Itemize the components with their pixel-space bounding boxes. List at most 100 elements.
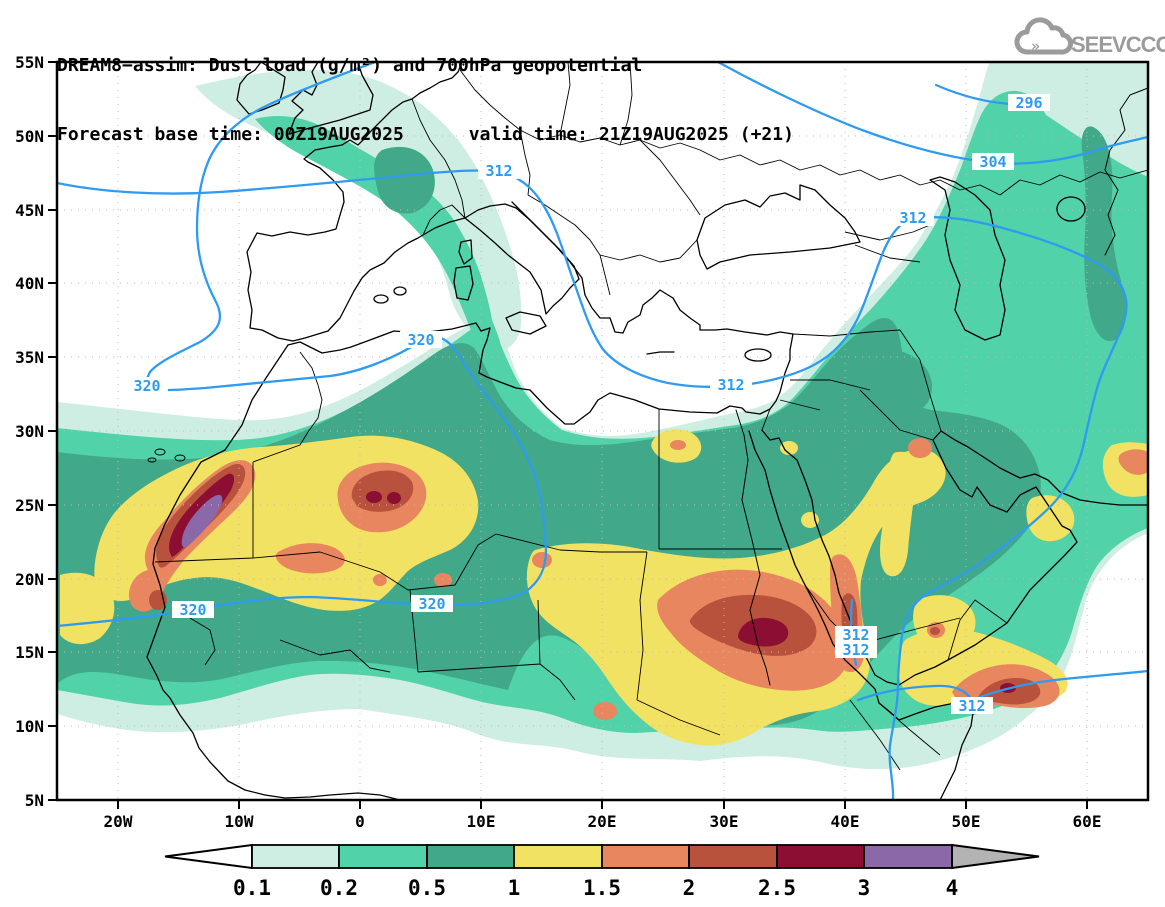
colorbar-tick-label: 1	[508, 876, 521, 900]
colorbar-tick-label: 2	[683, 876, 696, 900]
colorbar-segment	[338, 844, 428, 869]
colorbar-segment	[513, 844, 603, 869]
contour-label: 312	[835, 641, 877, 659]
lat-tick-label: 40N	[15, 274, 44, 293]
dust-layer-3	[181, 494, 223, 548]
lat-tick-label: 45N	[15, 201, 44, 220]
contour-labels: 296 304 312 312 312 320 320 320 320 312 …	[126, 94, 1050, 715]
lat-tick-label: 5N	[25, 791, 44, 810]
svg-text:320: 320	[407, 331, 434, 349]
lat-tick-label: 30N	[15, 422, 44, 441]
contour-label: 312	[892, 209, 934, 227]
chart-titles: DREAM8−assim: Dust load (g/m²) and 700hP…	[57, 8, 794, 192]
dust-region	[181, 494, 223, 548]
svg-text:320: 320	[133, 377, 160, 395]
lat-tick-label: 50N	[15, 127, 44, 146]
logo-text: SEEVCCC	[1071, 32, 1165, 57]
contour-label: 304	[972, 153, 1014, 171]
lat-tick-label: 15N	[15, 643, 44, 662]
lon-tick-label: 40E	[831, 812, 860, 831]
svg-text:296: 296	[1015, 94, 1042, 112]
colorbar-tick-label: 2.5	[758, 876, 796, 900]
country-borders	[147, 62, 1148, 771]
colorbar-segment	[688, 844, 778, 869]
svg-text:312: 312	[842, 641, 869, 659]
seevccc-logo: » SEEVCCC	[1014, 17, 1165, 57]
colorbar-segment	[426, 844, 515, 869]
dust-region	[930, 627, 940, 635]
svg-text:320: 320	[179, 601, 206, 619]
dust-region	[780, 441, 798, 455]
colorbar-tick-label: 0.2	[320, 876, 358, 900]
svg-text:312: 312	[842, 626, 869, 644]
dust-region	[880, 451, 917, 577]
dust-region	[1118, 449, 1148, 475]
contour-label: 312	[835, 626, 877, 644]
colorbar-tick-label: 0.5	[408, 876, 446, 900]
contour-label: 296	[1008, 94, 1050, 112]
contour-label: 320	[172, 601, 214, 619]
lon-tick-label: 10E	[467, 812, 496, 831]
lon-tick-label: 20E	[588, 812, 617, 831]
lat-tick-label: 25N	[15, 496, 44, 515]
contour-label: 320	[411, 595, 453, 613]
svg-text:312: 312	[485, 162, 512, 180]
dust-region	[149, 590, 167, 610]
contour-label: 312	[951, 697, 993, 715]
lon-tick-label: 30E	[710, 812, 739, 831]
colorbar-segment	[776, 844, 865, 869]
svg-text:312: 312	[899, 209, 926, 227]
dust-region	[1026, 495, 1075, 542]
contour-label: 312	[478, 162, 520, 180]
svg-text:304: 304	[979, 153, 1006, 171]
contour-320	[57, 62, 548, 628]
lon-tick-label: 10W	[225, 812, 254, 831]
colorbar-labels: 0.1 0.2 0.5 1 1.5 2 2.5 3 4	[233, 876, 958, 900]
colorbar-tick-label: 0.1	[233, 876, 271, 900]
svg-text:312: 312	[958, 697, 985, 715]
lat-tick-label: 10N	[15, 717, 44, 736]
dust-region	[374, 146, 435, 214]
dust-region	[908, 438, 932, 458]
colorbar-tick-label: 1.5	[583, 876, 621, 900]
dust-region	[852, 348, 933, 417]
lon-tick-label: 0	[355, 812, 365, 831]
colorbar-segment	[863, 844, 953, 869]
dust-region	[195, 69, 522, 354]
contour-label: 312	[710, 376, 752, 394]
colorbar: 0.1 0.2 0.5 1 1.5 2 2.5 3 4	[164, 843, 1040, 900]
contour-296	[934, 83, 1014, 106]
dust-region	[60, 572, 115, 645]
dust-region	[1081, 126, 1127, 342]
coastlines	[146, 62, 1148, 800]
lat-tick-label: 20N	[15, 570, 44, 589]
dust-region	[366, 491, 382, 503]
colorbar-segment	[251, 844, 340, 869]
svg-text:312: 312	[717, 376, 744, 394]
colorbar-tick-label: 3	[858, 876, 871, 900]
lon-tick-label: 20W	[104, 812, 133, 831]
lon-tick-label: 60E	[1073, 812, 1102, 831]
dust-region	[387, 492, 401, 504]
dust-region	[532, 552, 552, 568]
dust-region	[738, 617, 789, 647]
dust-region	[670, 440, 686, 450]
svg-text:320: 320	[418, 595, 445, 613]
colorbar-above-max-arrow	[951, 843, 1040, 870]
dust-region	[275, 543, 345, 574]
lat-tick-label: 35N	[15, 348, 44, 367]
lon-axis: 20W 10W 0 10E 20E 30E 40E 50E 60E	[104, 812, 1102, 831]
lon-tick-label: 50E	[952, 812, 981, 831]
dust-region	[593, 702, 617, 720]
cloud-chevrons-icon: »	[1031, 37, 1040, 55]
contour-label: 320	[126, 377, 168, 395]
colorbar-segment	[601, 844, 690, 869]
contour-304	[716, 62, 1148, 165]
dust-region	[434, 573, 452, 587]
axis-ticks	[48, 61, 1088, 809]
lat-axis: 55N 50N 45N 40N 35N 30N 25N 20N 15N 10N …	[15, 53, 44, 810]
chart-title-line1: DREAM8−assim: Dust load (g/m²) and 700hP…	[57, 55, 643, 76]
contour-label: 320	[400, 331, 442, 349]
